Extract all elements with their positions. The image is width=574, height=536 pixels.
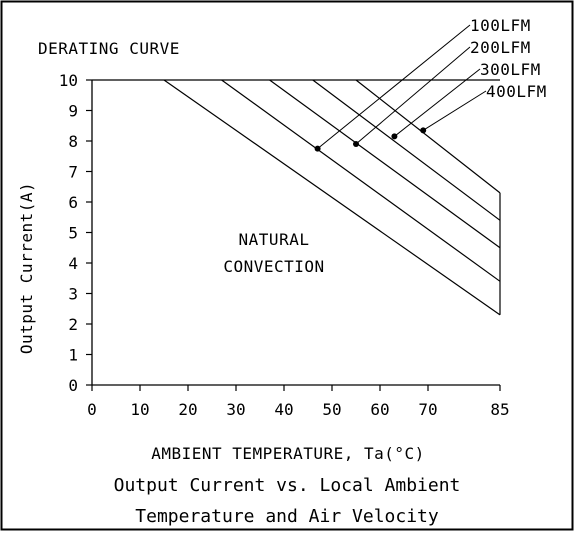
- derating-curve-4: [312, 79, 501, 221]
- marker-dot: [420, 127, 427, 134]
- y-tick-label: 6: [68, 193, 78, 212]
- legend-label-400lfm: 400LFM: [486, 82, 547, 101]
- plot-layer: 0 10 20 30 40 50 60 70 85 0 1 2 3 4 5 6 7 8 9 10 100LFM 200LF…: [59, 16, 547, 419]
- derating-curve-3: [269, 79, 501, 249]
- leader-line: [422, 90, 487, 131]
- y-tick-label: 7: [68, 163, 78, 182]
- y-tick-label: 1: [68, 346, 78, 365]
- chart-title: DERATING CURVE: [38, 39, 180, 58]
- derating-curve-5: [355, 79, 501, 194]
- y-tick-label: 10: [59, 71, 78, 90]
- leader-line: [317, 24, 471, 150]
- y-axis-label: Output Current(A): [17, 182, 36, 354]
- y-tick-label: 0: [68, 376, 78, 395]
- derating-curve-2: [221, 79, 501, 282]
- caption-line-2: Temperature and Air Velocity: [135, 506, 439, 527]
- x-tick-label: 50: [322, 400, 341, 419]
- leader-line: [355, 46, 471, 145]
- x-tick-label: 10: [130, 400, 149, 419]
- y-tick-label: 5: [68, 224, 78, 243]
- leader-line: [394, 68, 481, 137]
- x-tick-label: 40: [274, 400, 293, 419]
- annotation-convection: CONVECTION: [223, 257, 324, 276]
- legend-label-100lfm: 100LFM: [470, 16, 531, 35]
- x-tick-label: 20: [178, 400, 197, 419]
- annotation-natural: NATURAL: [239, 230, 310, 249]
- caption-line-1: Output Current vs. Local Ambient: [114, 475, 461, 496]
- y-tick-label: 3: [68, 285, 78, 304]
- x-tick-label: 60: [370, 400, 389, 419]
- x-tick-label: 85: [490, 400, 509, 419]
- legend-label-200lfm: 200LFM: [470, 38, 531, 57]
- marker-dot: [353, 141, 359, 148]
- legend-label-300lfm: 300LFM: [480, 60, 541, 79]
- x-tick-label: 30: [226, 400, 245, 419]
- marker-dot: [391, 133, 398, 140]
- x-axis-label: AMBIENT TEMPERATURE, Ta(°C): [151, 444, 425, 463]
- x-tick-label: 70: [418, 400, 437, 419]
- y-tick-label: 8: [68, 132, 78, 151]
- x-tick-label: 0: [87, 400, 97, 419]
- marker-dot: [314, 145, 321, 152]
- y-tick-label: 4: [68, 254, 78, 273]
- y-tick-label: 2: [68, 315, 78, 334]
- derating-curve-1: [163, 79, 501, 316]
- y-tick-label: 9: [68, 102, 78, 121]
